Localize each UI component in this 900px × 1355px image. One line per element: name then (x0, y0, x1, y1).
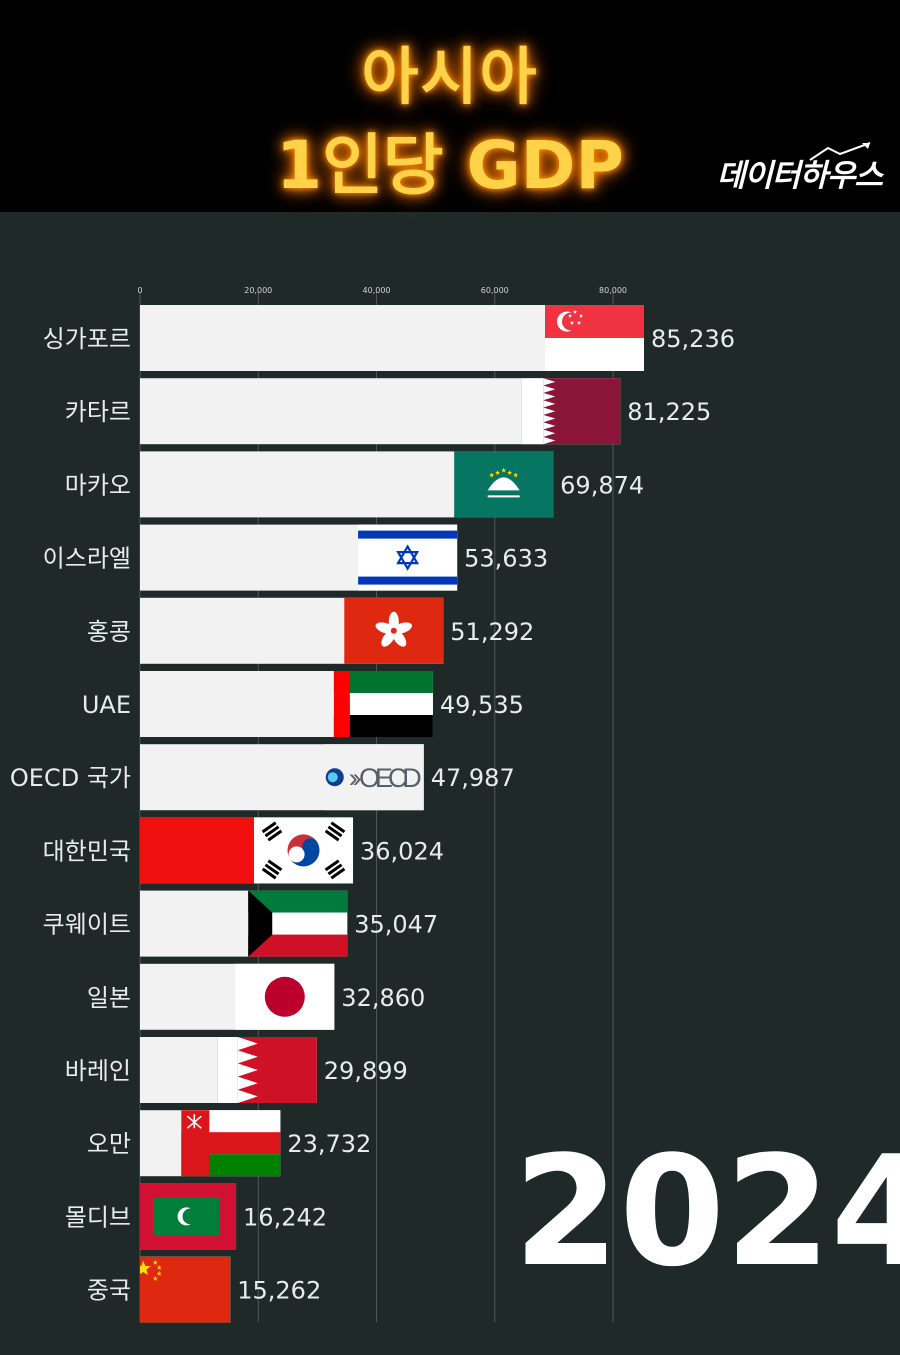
value-label: 47,987 (431, 764, 515, 792)
bar-row: 오만 23,732 (87, 1110, 371, 1177)
value-label: 36,024 (360, 837, 444, 865)
category-label: 홍콩 (87, 618, 131, 646)
bar-row: 싱가포르 85,236 (43, 305, 735, 371)
maldives-flag (140, 1183, 237, 1250)
value-label: 29,899 (324, 1057, 408, 1085)
x-tick-label: 20,000 (244, 286, 272, 295)
value-label: 32,860 (341, 984, 425, 1012)
bar-row: UAE 49,535 (82, 671, 524, 737)
category-label: 오만 (87, 1130, 131, 1158)
x-tick-label: 80,000 (599, 286, 627, 295)
value-label: 81,225 (627, 398, 711, 426)
title-line2: 1인당 GDP (276, 127, 624, 204)
bar-row: 바레인 29,899 (65, 1037, 408, 1103)
value-label: 85,236 (651, 325, 735, 353)
value-label: 53,633 (464, 545, 548, 573)
value-label: 23,732 (287, 1130, 371, 1158)
category-label: OECD 국가 (10, 764, 131, 792)
bar-row: 쿠웨이트 35,047 (43, 890, 438, 957)
x-tick-label: 0 (137, 286, 142, 295)
china-flag (140, 1256, 231, 1323)
hong-kong-flag (344, 597, 444, 664)
category-label: 싱가포르 (43, 325, 131, 353)
qatar-flag (521, 378, 621, 445)
uae-flag (333, 671, 433, 737)
title-line1: 아시아 (361, 40, 539, 113)
south-korea-flag (254, 817, 354, 884)
value-label: 16,242 (243, 1203, 327, 1231)
bar-row: 마카오 69,874 (65, 451, 644, 518)
value-label: 35,047 (354, 911, 438, 939)
x-tick-label: 60,000 (481, 286, 509, 295)
bars: 싱가포르 85,236 카타르 81,225 마카오 69,874 이스라엘 53,633 홍콩… (10, 305, 735, 1323)
bar-chart: 0 20,000 40,000 60,000 80,000 싱가포르 85,236 카타르 8… (10, 286, 900, 1323)
bar-row: ›› OECD OECD 국가 47,987 (10, 744, 515, 811)
singapore-flag (545, 305, 644, 371)
kuwait-flag (248, 890, 348, 957)
category-label: 쿠웨이트 (43, 911, 131, 939)
trend-arrow-icon (809, 142, 871, 161)
header: 아시아 1인당 GDP 데이터하우스 (0, 0, 900, 212)
bar-row: 일본 32,860 (87, 963, 425, 1030)
category-label: 일본 (87, 984, 131, 1012)
bahrain-flag (217, 1037, 317, 1103)
israel-flag (358, 524, 458, 591)
category-label: 몰디브 (65, 1203, 131, 1231)
bar-row: 카타르 81,225 (65, 378, 711, 445)
category-label: 이스라엘 (43, 545, 131, 573)
bar-row: 이스라엘 53,633 (43, 524, 548, 591)
bar-row: 대한민국 36,024 (43, 817, 444, 884)
bar-row: 홍콩 51,292 (87, 597, 534, 664)
macau-flag (454, 451, 554, 518)
oecd-logo-text: ›› OECD (349, 763, 422, 793)
x-tick-label: 40,000 (363, 286, 391, 295)
value-label: 15,262 (237, 1277, 321, 1305)
category-label: 바레인 (65, 1057, 131, 1085)
category-label: 대한민국 (43, 837, 131, 865)
value-label: 69,874 (560, 471, 644, 499)
oecd-logo: ›› OECD (324, 744, 424, 811)
value-label: 49,535 (440, 691, 524, 719)
oman-flag (181, 1110, 281, 1177)
category-label: 중국 (87, 1277, 131, 1305)
value-label: 51,292 (450, 618, 534, 646)
bar-row: 몰디브 16,242 (65, 1183, 327, 1250)
year-label: 2024 (513, 1123, 900, 1300)
category-label: UAE (82, 691, 131, 719)
tick-labels: 0 20,000 40,000 60,000 80,000 (137, 286, 627, 295)
japan-flag (235, 963, 335, 1030)
brand-logo: 데이터하우스 (716, 158, 883, 194)
category-label: 마카오 (65, 471, 131, 499)
category-label: 카타르 (65, 398, 131, 426)
bar-row: 중국 15,262 (87, 1256, 321, 1323)
